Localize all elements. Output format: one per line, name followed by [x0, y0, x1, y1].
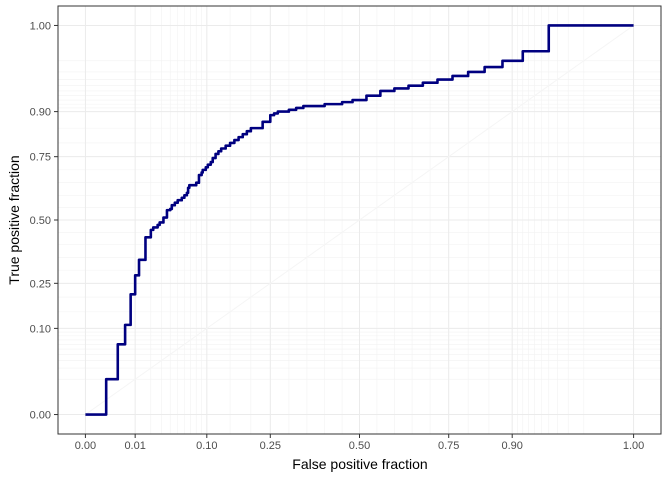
y-tick-label: 0.25 [30, 278, 51, 290]
roc-series [85, 24, 634, 416]
x-tick-label: 0.10 [196, 440, 217, 452]
y-tick-label: 0.75 [30, 152, 51, 164]
diagonal-reference-line [85, 25, 634, 415]
y-tick-label: 0.10 [30, 323, 51, 335]
x-tick-label: 1.00 [623, 440, 644, 452]
y-tick-label: 0.90 [30, 107, 51, 119]
roc-curve-line [85, 24, 634, 416]
y-axis-title: True positive fraction [6, 155, 22, 284]
x-tick-label: 0.50 [349, 440, 370, 452]
x-axis-ticks: 0.00 0.01 0.10 0.25 0.50 0.75 0.90 1.00 [75, 434, 644, 452]
y-tick-label: 1.00 [30, 20, 51, 32]
x-tick-label: 0.25 [260, 440, 281, 452]
major-grid [58, 6, 661, 434]
x-tick-label: 0.00 [75, 440, 96, 452]
x-tick-label: 0.90 [501, 440, 522, 452]
x-axis-title: False positive fraction [292, 456, 427, 472]
y-tick-label: 0.50 [30, 215, 51, 227]
y-tick-label: 0.00 [30, 410, 51, 422]
diagonal-reference-path [85, 25, 634, 415]
x-tick-label: 0.01 [124, 440, 145, 452]
x-tick-label: 0.75 [438, 440, 459, 452]
y-axis-ticks: 0.00 0.10 0.25 0.50 0.75 0.90 1.00 [30, 20, 58, 422]
